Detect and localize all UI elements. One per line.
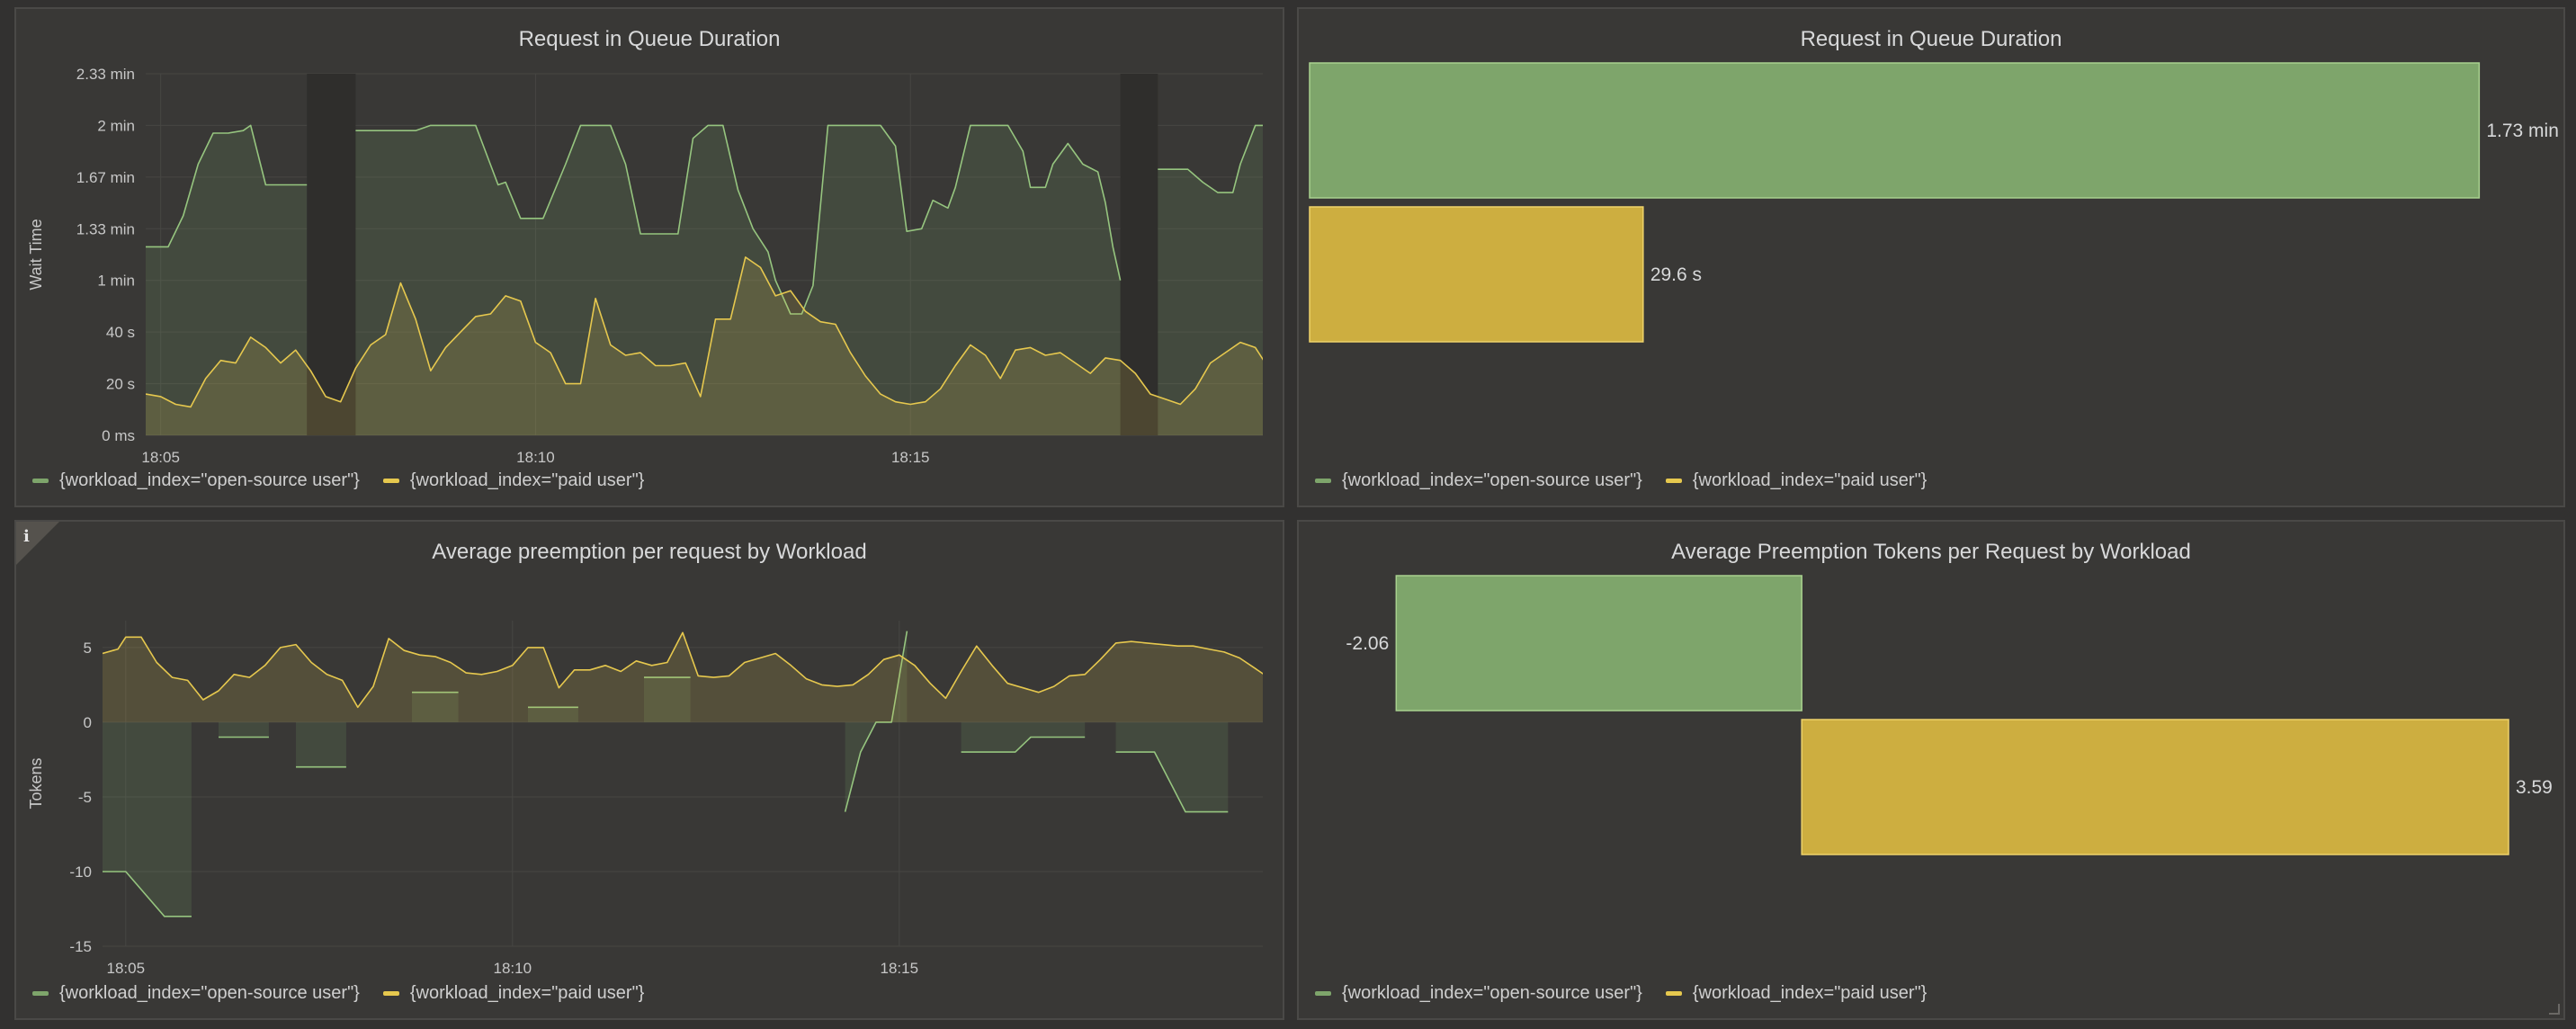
legend-swatch-paid [382,991,399,996]
series-line [1158,124,1263,193]
legend-swatch-paid [1665,479,1682,483]
y-tick-label: 1.67 min [76,169,135,186]
legend-item-open-source[interactable]: {workload_index="open-source user"} [32,470,360,491]
series-line [103,631,1263,709]
panel-title[interactable]: Average Preemption Tokens per Request by… [1671,540,2191,564]
series-line [961,736,1086,753]
panel-preemption-tokens-bars[interactable]: Average Preemption Tokens per Request by… [1297,520,2565,1020]
x-tick-label: 18:10 [516,449,555,466]
queue-duration-timeseries-chart: 0 ms 20 s 40 s 1 min 1.33 min 1.67 min 2 min 2.… [27,66,1263,466]
legend-swatch-paid [382,479,399,483]
series-line [146,124,308,248]
series-line [1115,751,1229,813]
legend: {workload_index="open-source user"} {wor… [32,470,644,491]
legend-swatch-open-source [32,991,49,996]
y-tick-label: -10 [69,863,92,881]
legend-item-paid[interactable]: {workload_index="paid user"} [382,470,645,491]
x-tick-label: 18:10 [494,960,532,977]
y-tick-label: 2 min [97,117,135,134]
bar [1309,206,1644,343]
legend-label: {workload_index="open-source user"} [59,983,360,1003]
x-tick-label: 18:05 [141,449,180,466]
resize-handle[interactable] [2549,1004,2560,1015]
series-area [296,721,346,767]
series-area [845,631,908,812]
legend-label: {workload_index="paid user"} [1692,470,1928,490]
series-line [103,871,192,917]
y-tick-label: -15 [69,938,92,955]
legend-item-paid[interactable]: {workload_index="paid user"} [1665,470,1928,491]
series-area [1158,125,1263,435]
preemption-tokens-bar-chart: -2.06 3.59 [1346,575,2553,855]
series-area [103,721,192,917]
legend-label: {workload_index="paid user"} [409,983,645,1003]
y-tick-label: 40 s [106,324,135,341]
bar-value-label: 1.73 min [2486,121,2559,141]
panel-title[interactable]: Request in Queue Duration [1800,27,2062,51]
series-area [146,125,308,435]
legend-item-paid[interactable]: {workload_index="paid user"} [382,983,645,1004]
y-tick-label: 0 ms [102,427,135,444]
bar [1395,575,1802,711]
x-tick-label: 18:15 [891,449,930,466]
queue-duration-bar-chart: 1.73 min 29.6 s [1309,62,2559,343]
panel-preemption-timeseries[interactable]: i Average preemption per request by Work… [14,520,1284,1020]
series-area [103,632,1263,722]
series-area [355,125,1121,435]
x-tick-label: 18:15 [881,960,919,977]
series-area [644,677,691,722]
series-line [146,256,1263,408]
legend-swatch-paid [1665,991,1682,996]
bar-value-label: 3.59 [2516,777,2553,798]
series-area [146,256,1263,435]
legend: {workload_index="open-source user"} {wor… [32,983,644,1004]
y-tick-label: 1 min [97,273,135,290]
plot-area [146,74,1263,435]
series-area [528,707,578,722]
series-area [961,721,1086,753]
series-line [355,124,1122,315]
y-axis-label: Wait Time [27,219,45,290]
bar-value-label: 29.6 s [1650,264,1702,285]
legend-label: {workload_index="open-source user"} [1342,470,1642,490]
preemption-timeseries-chart: 5 0 -5 -10 -15 18:05 18:10 18:15 Tokens [27,621,1263,977]
info-icon[interactable]: i [23,527,30,546]
panel-title[interactable]: Request in Queue Duration [518,27,781,51]
y-tick-label: 1.33 min [76,220,135,237]
y-tick-label: 2.33 min [76,66,135,83]
no-data-gap [307,74,356,435]
panel-title[interactable]: Average preemption per request by Worklo… [432,540,867,564]
legend-item-open-source[interactable]: {workload_index="open-source user"} [32,983,360,1004]
bar-value-label: -2.06 [1346,633,1389,654]
legend-item-open-source[interactable]: {workload_index="open-source user"} [1315,983,1642,1004]
legend-swatch-open-source [1315,991,1331,996]
no-data-gap [1120,74,1158,435]
plot-area [103,631,1263,917]
y-axis-label: Tokens [27,757,45,809]
series-area [412,692,459,722]
panel-queue-duration-timeseries[interactable]: Request in Queue Duration 0 ms 20 s 40 s 1 … [14,7,1284,507]
bar [1309,62,2481,199]
legend-label: {workload_index="open-source user"} [1342,983,1642,1003]
legend-label: {workload_index="paid user"} [409,470,645,490]
legend-label: {workload_index="paid user"} [1692,983,1928,1003]
legend: {workload_index="open-source user"} {wor… [1315,470,1927,491]
y-tick-label: -5 [78,789,92,806]
series-area [219,721,269,738]
series-line [844,631,908,812]
legend-item-paid[interactable]: {workload_index="paid user"} [1665,983,1928,1004]
y-tick-label: 5 [84,640,92,657]
x-tick-label: 18:05 [107,960,146,977]
legend-item-open-source[interactable]: {workload_index="open-source user"} [1315,470,1642,491]
y-tick-label: 20 s [106,376,135,393]
y-tick-label: 0 [84,714,92,731]
info-corner[interactable] [16,522,59,565]
panel-queue-duration-bars[interactable]: Request in Queue Duration 1.73 min 29.6 s… [1297,7,2565,507]
legend-label: {workload_index="open-source user"} [59,470,360,490]
legend: {workload_index="open-source user"} {wor… [1315,983,1927,1004]
legend-swatch-open-source [1315,479,1331,483]
legend-swatch-open-source [32,479,49,483]
series-area [1115,721,1229,812]
bar [1801,719,2509,855]
